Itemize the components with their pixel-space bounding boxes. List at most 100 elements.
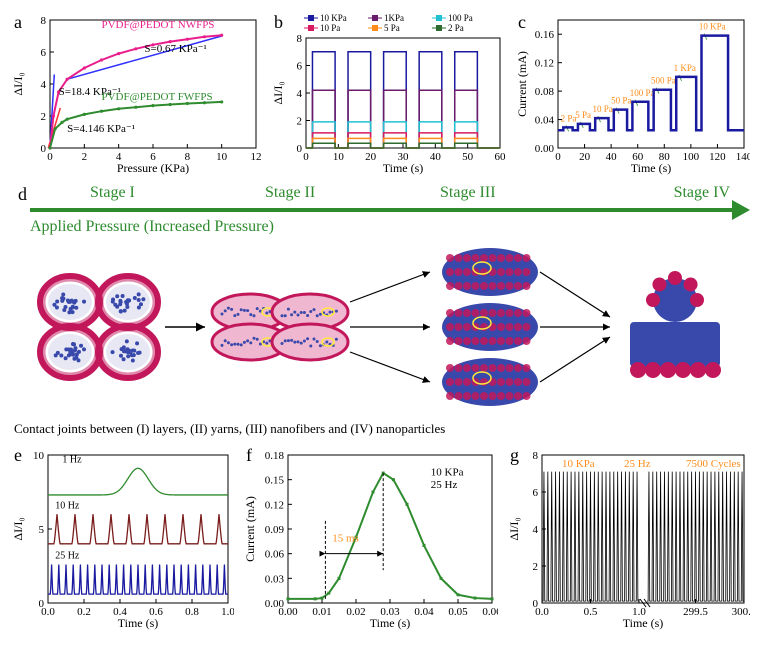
svg-text:4: 4 bbox=[533, 524, 539, 536]
panel-d-label: d bbox=[18, 184, 27, 205]
svg-text:100 Pa: 100 Pa bbox=[630, 88, 655, 98]
svg-text:0.8: 0.8 bbox=[185, 606, 199, 618]
svg-text:1.0: 1.0 bbox=[221, 606, 234, 618]
svg-text:25 Hz: 25 Hz bbox=[624, 458, 651, 470]
svg-text:0: 0 bbox=[297, 143, 303, 155]
svg-text:0.16: 0.16 bbox=[535, 29, 555, 41]
row-3: e 0.00.20.40.60.81.00510Time (s)ΔI/I₀1 H… bbox=[10, 443, 750, 631]
svg-text:0.15: 0.15 bbox=[265, 475, 285, 487]
chart-e: 0.00.20.40.60.81.00510Time (s)ΔI/I₀1 Hz1… bbox=[10, 443, 234, 631]
svg-text:S=4.146 KPa⁻¹: S=4.146 KPa⁻¹ bbox=[67, 123, 135, 135]
svg-text:50 Pa: 50 Pa bbox=[611, 96, 631, 106]
svg-text:0: 0 bbox=[555, 151, 561, 163]
svg-text:0.2: 0.2 bbox=[77, 606, 91, 618]
svg-text:60: 60 bbox=[495, 151, 507, 163]
svg-text:25 Hz: 25 Hz bbox=[431, 479, 458, 491]
svg-text:120: 120 bbox=[709, 151, 726, 163]
svg-text:5 Pa: 5 Pa bbox=[384, 23, 400, 33]
svg-text:6: 6 bbox=[41, 47, 47, 59]
svg-text:10 Pa: 10 Pa bbox=[593, 104, 613, 114]
svg-text:6: 6 bbox=[297, 61, 303, 73]
svg-text:300.0: 300.0 bbox=[732, 606, 750, 618]
svg-text:0.06: 0.06 bbox=[265, 549, 285, 561]
svg-text:0.01: 0.01 bbox=[312, 606, 331, 618]
applied-pressure-text: Applied Pressure (Increased Pressure) bbox=[30, 218, 750, 236]
svg-text:8: 8 bbox=[41, 15, 47, 27]
svg-text:Time (s): Time (s) bbox=[118, 616, 159, 630]
panel-d-caption: Contact joints between (I) layers, (II) … bbox=[14, 421, 750, 437]
svg-text:S=0.67 KPa⁻¹: S=0.67 KPa⁻¹ bbox=[144, 43, 206, 55]
svg-text:ΔI/I₀: ΔI/I₀ bbox=[271, 81, 285, 104]
svg-text:500 Pa: 500 Pa bbox=[651, 76, 676, 86]
panel-a-label: a bbox=[14, 12, 22, 33]
panel-e: e 0.00.20.40.60.81.00510Time (s)ΔI/I₀1 H… bbox=[10, 443, 234, 631]
svg-text:15 ms: 15 ms bbox=[332, 532, 359, 544]
svg-text:0: 0 bbox=[39, 598, 45, 610]
svg-text:ΔI/I₀: ΔI/I₀ bbox=[507, 517, 521, 540]
diagram-d bbox=[10, 242, 750, 412]
panel-f-label: f bbox=[246, 445, 252, 466]
svg-text:0.0: 0.0 bbox=[535, 606, 549, 618]
svg-text:10 Pa: 10 Pa bbox=[320, 23, 340, 33]
pressure-arrow bbox=[30, 204, 740, 216]
svg-text:Time (s): Time (s) bbox=[623, 616, 664, 630]
svg-text:PVDF@PEDOT NWFPS: PVDF@PEDOT NWFPS bbox=[102, 19, 215, 31]
svg-text:PVDF@PEDOT FWFPS: PVDF@PEDOT FWFPS bbox=[102, 91, 213, 103]
panel-b: b 010203040506002468Time (s)ΔI/I₀10 KPa1… bbox=[270, 10, 506, 176]
svg-text:40: 40 bbox=[430, 151, 442, 163]
svg-text:ΔI/I₀: ΔI/I₀ bbox=[11, 72, 25, 95]
svg-text:10: 10 bbox=[216, 151, 228, 163]
svg-text:0.04: 0.04 bbox=[414, 606, 434, 618]
svg-text:100: 100 bbox=[683, 151, 700, 163]
stage-1: Stage I bbox=[90, 184, 265, 202]
svg-text:10 Hz: 10 Hz bbox=[55, 500, 80, 511]
svg-text:0.06: 0.06 bbox=[482, 606, 498, 618]
svg-text:0: 0 bbox=[303, 151, 309, 163]
svg-text:10 KPa: 10 KPa bbox=[320, 13, 347, 23]
svg-text:2 Pa: 2 Pa bbox=[561, 113, 577, 123]
panel-a: a 02468101202468Pressure (KPa)ΔI/I₀PVDF@… bbox=[10, 10, 262, 176]
svg-text:40: 40 bbox=[606, 151, 618, 163]
svg-text:8: 8 bbox=[533, 450, 539, 462]
row-1: a 02468101202468Pressure (KPa)ΔI/I₀PVDF@… bbox=[10, 10, 750, 176]
svg-text:4: 4 bbox=[41, 79, 47, 91]
svg-text:0.12: 0.12 bbox=[535, 58, 554, 70]
svg-text:0.5: 0.5 bbox=[584, 606, 598, 618]
panel-c-label: c bbox=[518, 12, 526, 33]
svg-text:0.03: 0.03 bbox=[265, 573, 285, 585]
svg-text:0.09: 0.09 bbox=[265, 524, 285, 536]
stage-labels: Stage I Stage II Stage III Stage IV bbox=[10, 184, 750, 202]
svg-text:2: 2 bbox=[82, 151, 88, 163]
svg-text:25 Hz: 25 Hz bbox=[55, 551, 80, 562]
svg-text:10 KPa: 10 KPa bbox=[562, 458, 595, 470]
svg-text:10: 10 bbox=[333, 151, 345, 163]
svg-text:20: 20 bbox=[579, 151, 591, 163]
svg-text:1KPa: 1KPa bbox=[384, 13, 404, 23]
svg-text:10: 10 bbox=[33, 450, 45, 462]
svg-text:2 Pa: 2 Pa bbox=[448, 23, 464, 33]
panel-f: f 0.000.010.020.030.040.050.060.000.030.… bbox=[242, 443, 498, 631]
panel-b-label: b bbox=[274, 12, 283, 33]
svg-text:Current (mA): Current (mA) bbox=[515, 51, 529, 117]
svg-text:0.04: 0.04 bbox=[535, 115, 555, 127]
svg-text:Time (s): Time (s) bbox=[383, 161, 424, 175]
svg-text:5: 5 bbox=[39, 524, 45, 536]
svg-text:Time (s): Time (s) bbox=[631, 161, 672, 175]
svg-text:1 Hz: 1 Hz bbox=[62, 454, 82, 465]
chart-c: 0204060801001201400.000.040.080.120.16Ti… bbox=[514, 10, 750, 176]
svg-text:0.00: 0.00 bbox=[535, 143, 555, 155]
svg-text:0.12: 0.12 bbox=[265, 499, 284, 511]
svg-text:ΔI/I₀: ΔI/I₀ bbox=[11, 517, 25, 540]
stage-2: Stage II bbox=[265, 184, 440, 202]
panel-g: g 024680.00.51.0299.5300.0Time (s)ΔI/I₀1… bbox=[506, 443, 750, 631]
panel-d: d Stage I Stage II Stage III Stage IV Ap… bbox=[10, 184, 750, 437]
svg-text:0.00: 0.00 bbox=[265, 598, 285, 610]
svg-text:100 Pa: 100 Pa bbox=[448, 13, 473, 23]
svg-text:0: 0 bbox=[41, 143, 47, 155]
svg-text:Current (mA): Current (mA) bbox=[243, 496, 257, 562]
stage-4: Stage IV bbox=[650, 184, 730, 202]
svg-text:10 KPa: 10 KPa bbox=[699, 22, 726, 32]
svg-text:0.08: 0.08 bbox=[535, 86, 555, 98]
svg-text:0: 0 bbox=[47, 151, 53, 163]
svg-text:12: 12 bbox=[251, 151, 262, 163]
